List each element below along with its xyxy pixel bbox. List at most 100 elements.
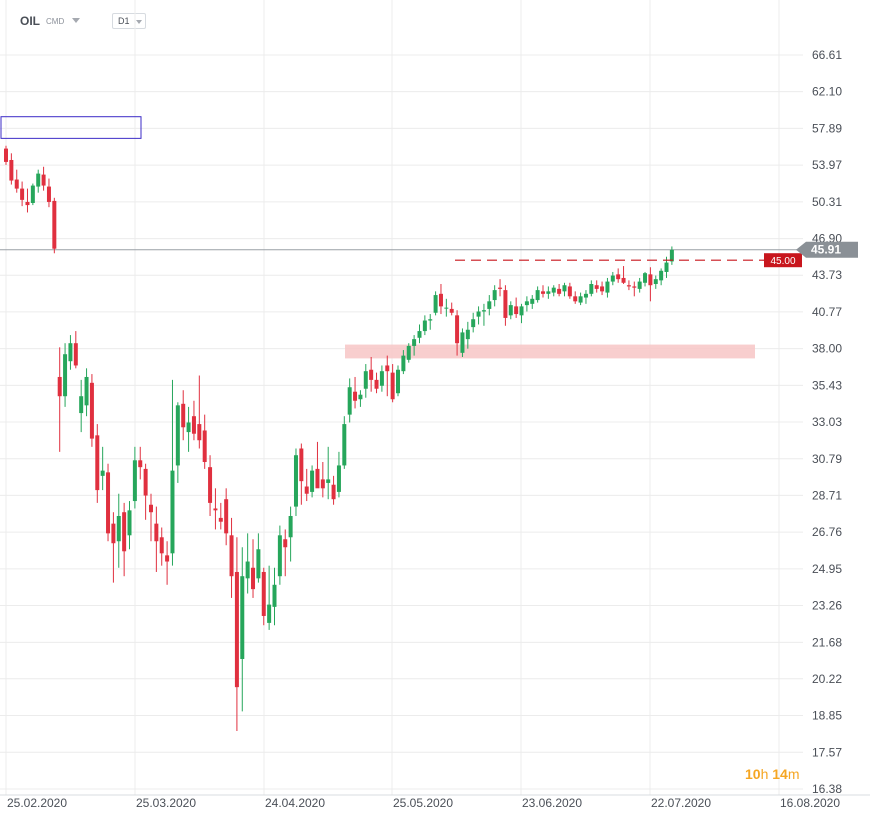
candle-body[interactable] <box>438 293 443 307</box>
candle-body[interactable] <box>331 484 336 500</box>
candle-body[interactable] <box>299 448 304 482</box>
candle-body[interactable] <box>358 394 363 400</box>
candle-body[interactable] <box>336 465 341 492</box>
candle-body[interactable] <box>406 345 411 360</box>
candle-body[interactable] <box>191 416 196 434</box>
candle-body[interactable] <box>374 379 379 389</box>
candle-body[interactable] <box>116 515 121 542</box>
candle-body[interactable] <box>100 470 105 476</box>
candle-body[interactable] <box>616 274 621 280</box>
candle-body[interactable] <box>637 281 642 289</box>
candle-body[interactable] <box>347 387 352 415</box>
candle-body[interactable] <box>417 331 422 338</box>
candle-body[interactable] <box>390 372 395 400</box>
candle-body[interactable] <box>648 274 653 286</box>
ticker-symbol[interactable]: OIL <box>20 14 40 28</box>
candle-body[interactable] <box>379 371 384 386</box>
candle-body[interactable] <box>256 549 261 579</box>
candle-body[interactable] <box>369 369 374 380</box>
candle-body[interactable] <box>643 273 648 283</box>
candle-body[interactable] <box>535 290 540 301</box>
candle-body[interactable] <box>589 283 594 294</box>
candle-body[interactable] <box>605 281 610 293</box>
candle-body[interactable] <box>106 472 111 534</box>
candle-body[interactable] <box>234 571 239 688</box>
candle-body[interactable] <box>557 288 562 294</box>
candle-body[interactable] <box>433 295 438 313</box>
candle-body[interactable] <box>111 523 116 544</box>
candle-body[interactable] <box>57 376 62 397</box>
candle-body[interactable] <box>583 293 588 298</box>
candle-body[interactable] <box>610 275 615 282</box>
candle-body[interactable] <box>251 567 256 590</box>
candle-body[interactable] <box>428 319 433 321</box>
candle-body[interactable] <box>46 186 51 202</box>
candle-body[interactable] <box>669 249 674 262</box>
candle-body[interactable] <box>664 262 669 272</box>
candle-body[interactable] <box>165 555 170 562</box>
candle-body[interactable] <box>487 301 492 309</box>
candle-body[interactable] <box>95 435 100 491</box>
candle-body[interactable] <box>132 460 137 502</box>
candle-body[interactable] <box>498 287 503 289</box>
candle-body[interactable] <box>541 291 545 294</box>
candle-body[interactable] <box>551 287 556 293</box>
candle-body[interactable] <box>159 537 164 554</box>
candle-body[interactable] <box>14 179 19 189</box>
candle-body[interactable] <box>229 535 234 577</box>
candle-body[interactable] <box>79 396 84 414</box>
candle-body[interactable] <box>503 290 508 318</box>
candle-body[interactable] <box>261 571 266 616</box>
timeframe-select[interactable]: D1 <box>112 13 146 29</box>
candle-body[interactable] <box>519 306 524 316</box>
candle-body[interactable] <box>197 424 202 441</box>
candle-body[interactable] <box>412 339 417 346</box>
candle-body[interactable] <box>9 159 14 181</box>
candle-body[interactable] <box>304 486 309 494</box>
candle-body[interactable] <box>202 430 207 463</box>
candle-body[interactable] <box>68 343 73 362</box>
candle-body[interactable] <box>143 468 148 496</box>
candle-body[interactable] <box>659 270 664 281</box>
candle-body[interactable] <box>25 201 30 206</box>
candle-body[interactable] <box>127 510 132 536</box>
candle-body[interactable] <box>600 286 605 292</box>
candle-body[interactable] <box>4 148 8 162</box>
candle-body[interactable] <box>218 517 223 522</box>
candle-body[interactable] <box>567 286 572 297</box>
candle-body[interactable] <box>213 508 218 511</box>
candle-body[interactable] <box>208 467 213 503</box>
candle-body[interactable] <box>573 296 578 302</box>
candle-body[interactable] <box>514 306 519 315</box>
candle-body[interactable] <box>363 371 368 389</box>
candle-body[interactable] <box>524 301 529 306</box>
candle-body[interactable] <box>315 468 320 489</box>
candle-body[interactable] <box>122 512 127 552</box>
candle-body[interactable] <box>310 470 315 492</box>
candle-body[interactable] <box>621 277 626 283</box>
candle-body[interactable] <box>170 470 175 554</box>
candle-body[interactable] <box>632 286 637 288</box>
candle-body[interactable] <box>240 576 245 659</box>
candle-body[interactable] <box>36 173 41 187</box>
candle-body[interactable] <box>52 200 57 249</box>
candle-body[interactable] <box>422 320 427 332</box>
candle-body[interactable] <box>84 376 89 406</box>
candle-body[interactable] <box>476 311 481 317</box>
candle-body[interactable] <box>326 479 331 483</box>
candle-body[interactable] <box>530 298 535 304</box>
candle-body[interactable] <box>594 285 599 289</box>
candle-body[interactable] <box>653 279 658 284</box>
candle-body[interactable] <box>283 539 288 548</box>
candle-body[interactable] <box>396 369 401 394</box>
candle-body[interactable] <box>444 307 449 309</box>
candle-body[interactable] <box>272 584 277 607</box>
candle-body[interactable] <box>30 185 35 203</box>
candle-body[interactable] <box>154 523 159 542</box>
candle-body[interactable] <box>186 422 191 433</box>
order-level-tag[interactable] <box>764 253 802 268</box>
candle-body[interactable] <box>562 285 567 292</box>
candle-body[interactable] <box>626 285 631 287</box>
candle-body[interactable] <box>148 504 153 513</box>
